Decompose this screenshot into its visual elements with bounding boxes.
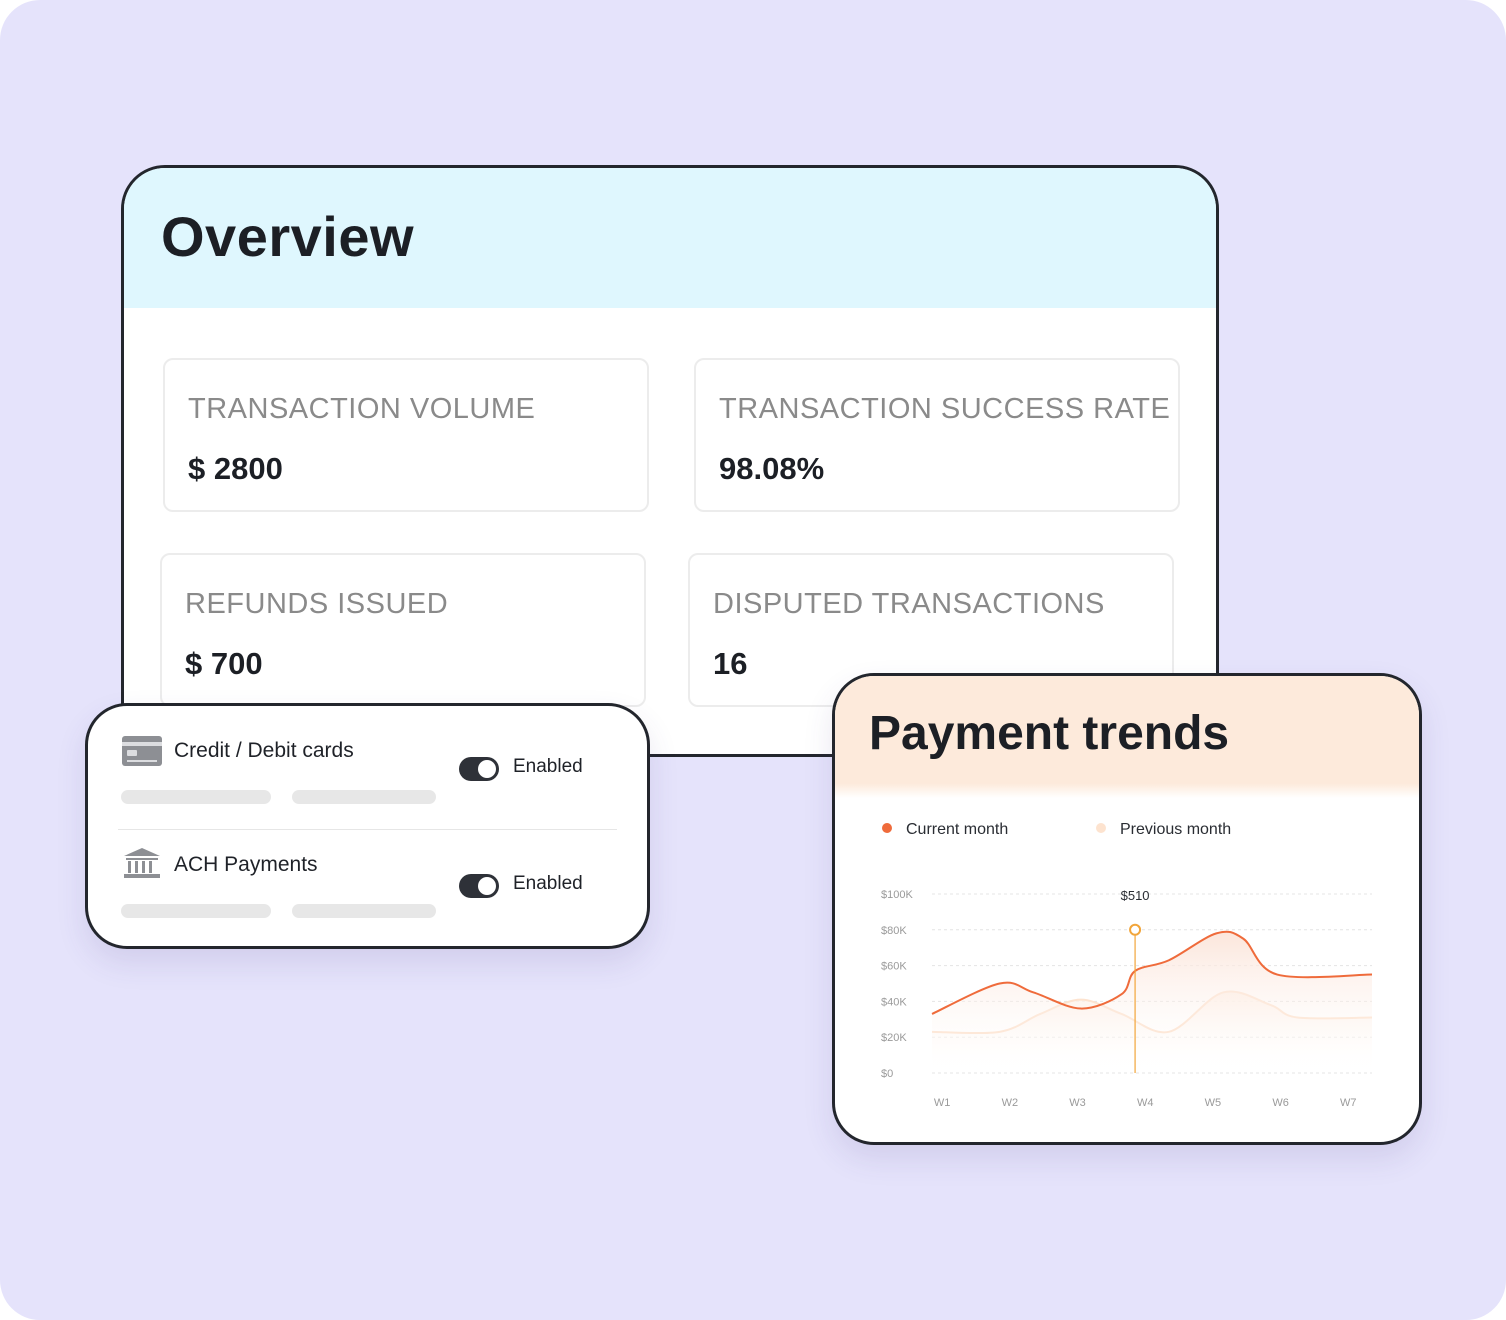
x-tick-label: W1 [934,1097,951,1109]
placeholder-bar [121,790,271,804]
payment-methods-card: Credit / Debit cards Enabled ACH Payment… [85,703,650,949]
legend-label: Previous month [1120,821,1232,838]
x-tick-label: W3 [1069,1097,1086,1109]
payment-method-name: Credit / Debit cards [174,739,354,762]
x-tick-label: W6 [1272,1097,1289,1109]
cards-toggle[interactable] [459,757,499,781]
stat-card-success-rate: TRANSACTION SUCCESS RATE 98.08% [694,358,1180,512]
payment-trends-chart: $0$20K$40K$60K$80K$100K $510 W1 W2 W3 W4 W5 W… [881,888,1373,1109]
x-tick-label: W4 [1137,1097,1154,1109]
payment-method-row-cards: Credit / Debit cards Enabled [88,706,647,806]
toggle-status-label: Enabled [513,756,583,777]
x-tick-label: W7 [1340,1097,1357,1109]
y-tick-label: $40K [881,996,907,1008]
legend-current-dot [882,823,892,833]
stat-value: 16 [713,646,748,681]
legend-previous-dot [1096,823,1106,833]
divider [118,829,617,830]
legend-label: Current month [906,821,1009,838]
y-tick-label: $100K [881,889,913,901]
bank-icon [124,848,160,878]
chart-x-axis: W1 W2 W3 W4 W5 W6 W7 [934,1097,1357,1109]
legend-previous-month: Previous month [1096,821,1231,839]
y-tick-label: $60K [881,961,907,973]
stat-label: REFUNDS ISSUED [185,588,449,620]
overview-header: Overview [124,168,1216,308]
stat-value: $ 700 [185,646,263,681]
legend-current-month: Current month [882,821,1008,839]
placeholder-bar [121,904,271,918]
stat-value: 98.08% [719,451,825,486]
stat-label: DISPUTED TRANSACTIONS [713,588,1105,620]
stat-label: TRANSACTION SUCCESS RATE [719,393,1171,425]
placeholder-bar [292,904,436,918]
y-tick-label: $20K [881,1032,907,1044]
marker-point[interactable] [1129,923,1142,936]
payment-method-row-ach: ACH Payments Enabled [88,820,647,920]
credit-card-icon [122,736,162,766]
trends-header: Payment trends [835,676,1419,798]
overview-card: Overview TRANSACTION VOLUME $ 2800 TRANS… [121,165,1219,757]
payment-trends-card: Payment trends Current month Previous mo… [832,673,1422,1145]
x-tick-label: W5 [1205,1097,1222,1109]
series-current-month-area [932,931,1372,1073]
stat-card-transaction-volume: TRANSACTION VOLUME $ 2800 [163,358,649,512]
payment-method-name: ACH Payments [174,853,318,876]
x-tick-label: W2 [1002,1097,1019,1109]
stat-card-refunds-issued: REFUNDS ISSUED $ 700 [160,553,646,707]
stat-label: TRANSACTION VOLUME [188,393,536,425]
overview-title: Overview [161,205,415,268]
y-tick-label: $80K [881,925,907,937]
toggle-status-label: Enabled [513,873,583,894]
chart-series [931,930,1373,1073]
ach-toggle[interactable] [459,874,499,898]
marker-value-label: $510 [1121,888,1150,903]
placeholder-bar [292,790,436,804]
chart-annotation: $510 [1121,888,1150,1073]
stat-value: $ 2800 [188,451,283,486]
trends-title: Payment trends [869,707,1230,760]
y-tick-label: $0 [881,1068,893,1080]
